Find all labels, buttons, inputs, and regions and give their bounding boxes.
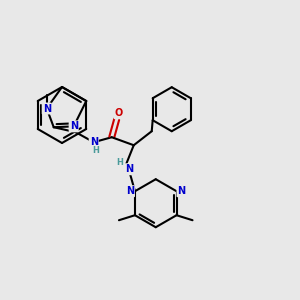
Text: O: O (115, 108, 123, 118)
Text: H: H (116, 158, 123, 167)
Text: N: N (70, 122, 78, 131)
Text: N: N (90, 137, 98, 147)
Text: N: N (125, 164, 133, 174)
Text: N: N (178, 186, 186, 196)
Text: N: N (43, 103, 51, 113)
Text: H: H (92, 146, 99, 155)
Text: N: N (126, 186, 134, 196)
